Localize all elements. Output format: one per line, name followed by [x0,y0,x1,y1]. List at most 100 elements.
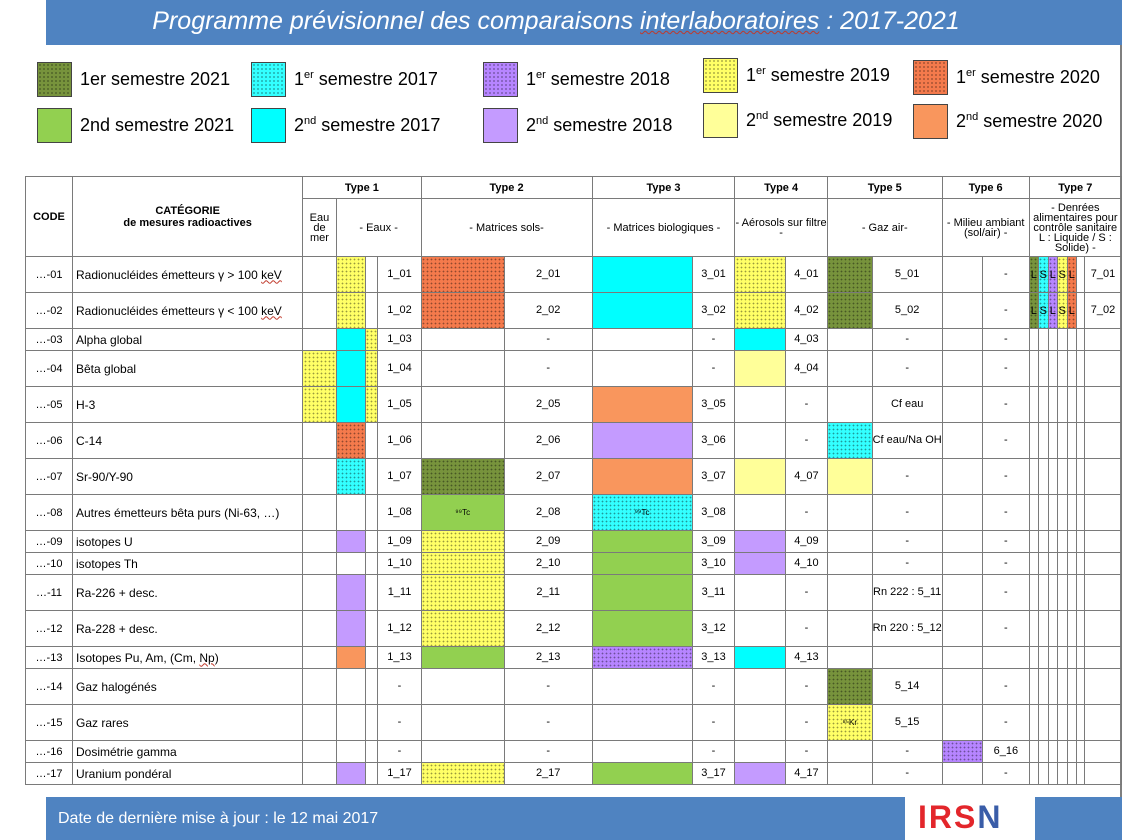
type-1-cell [364,386,379,423]
row-code: …-16 [25,740,73,763]
type-1-cell [335,610,366,647]
type-2-cell [420,574,505,611]
type-6-value: - [982,292,1030,329]
type-6-header: Type 6 [941,176,1030,199]
type-4-value: - [785,740,828,763]
type-1-value: 1_01 [377,256,422,293]
type-1-cell [335,328,366,351]
row-category: Radionucléides émetteurs γ > 100 keV [71,256,304,293]
logo-background [905,797,1035,840]
type-7-cell [1028,574,1039,611]
type-7-cell [1047,552,1058,575]
type-7-cell [1056,610,1068,647]
type-7-value: 7_02 [1083,292,1122,329]
sea-water-header: Eau de mer [302,198,337,257]
type-6-cell [941,610,984,647]
type-6-cell [941,530,984,553]
type-7-legend: L : Liquide / S : Solide) - [1038,231,1112,254]
type-7-cell [1047,646,1058,669]
type-5-cell [826,740,873,763]
legend-item: 2nd semestre 2021 [37,108,234,143]
type-7-cell [1056,458,1068,495]
type-2-value: 2_05 [503,386,593,423]
type-4-value: - [785,668,828,705]
legend-swatch [913,60,948,95]
type-1-value: 1_08 [377,494,422,531]
type-7-cell [1075,646,1085,669]
type-7-cell [1066,610,1077,647]
type-3-value: 3_09 [691,530,736,553]
type-4-cell [734,762,787,785]
type-1-cell [302,610,337,647]
table-row: …-16 Dosimétrie gamma - - - - - 6_16 [25,740,1122,763]
type-3-cell [591,328,693,351]
type-7-cell [1066,646,1077,669]
type-2-value: 2_12 [503,610,593,647]
type-1-cell [302,704,337,741]
type-5-value: Cf eau/Na OH [871,422,943,459]
row-category: Sr-90/Y-90 [71,458,304,495]
type-7-cell [1028,646,1039,669]
type-1-cell [302,494,337,531]
type-4-value: - [785,610,828,647]
type-2-cell [420,610,505,647]
type-5-cell [826,458,873,495]
type-3-value: 3_01 [691,256,736,293]
type-4-cell [734,574,787,611]
type-6-value: - [982,458,1030,495]
type-7-cell [1047,740,1058,763]
row-category: C-14 [71,422,304,459]
type-1-value: 1_04 [377,350,422,387]
type-4-cell [734,458,787,495]
type-3-cell [591,668,693,705]
type-7-cell [1047,458,1058,495]
row-code: …-08 [25,494,73,531]
type-7-cell [1047,422,1058,459]
type-1-value: - [377,740,422,763]
legend-swatch [483,62,518,97]
row-category: Alpha global [71,328,304,351]
table-row: …-01 Radionucléides émetteurs γ > 100 keV… [25,256,1122,293]
type-1-cell [335,668,366,705]
type-7-cell: L [1028,292,1039,329]
type-2-value: 2_01 [503,256,593,293]
type-7-cell [1037,740,1049,763]
type-7-cell [1075,292,1085,329]
type-7-cell [1056,740,1068,763]
type-6-value: - [982,328,1030,351]
type-1-cell [364,552,379,575]
type-6-value: - [982,704,1030,741]
type-7-cell [1075,530,1085,553]
type-1-cell [335,646,366,669]
type-5-cell [826,530,873,553]
type-1-cell [335,552,366,575]
type-2-cell [420,256,505,293]
legend-item: 2nd semestre 2020 [913,104,1102,139]
table-row: …-10 isotopes Th 1_10 2_10 3_10 4_10 - - [25,552,1122,575]
type-1-cell [335,458,366,495]
type-3-cell [591,646,693,669]
type-3-value: 3_07 [691,458,736,495]
type-5-cell [826,762,873,785]
type-7-cell: S [1056,256,1068,293]
type-1-value: 1_17 [377,762,422,785]
type-7-cell [1066,574,1077,611]
type-6-cell [941,704,984,741]
type-4-value: 4_17 [785,762,828,785]
type-4-value: 4_07 [785,458,828,495]
type-7-cell [1037,350,1049,387]
type-4-cell [734,256,787,293]
type-7-value [1083,350,1122,387]
type-2-value: - [503,668,593,705]
type-7-value [1083,646,1122,669]
type-7-cell [1037,386,1049,423]
type-2-value: 2_02 [503,292,593,329]
type-7-value: 7_01 [1083,256,1122,293]
type-1-cell [364,668,379,705]
type-7-cell: L [1066,292,1077,329]
row-category: isotopes Th [71,552,304,575]
type-1-cell [335,762,366,785]
type-7-cell [1037,552,1049,575]
type-1-value: 1_02 [377,292,422,329]
code-header: CODE [25,176,73,257]
